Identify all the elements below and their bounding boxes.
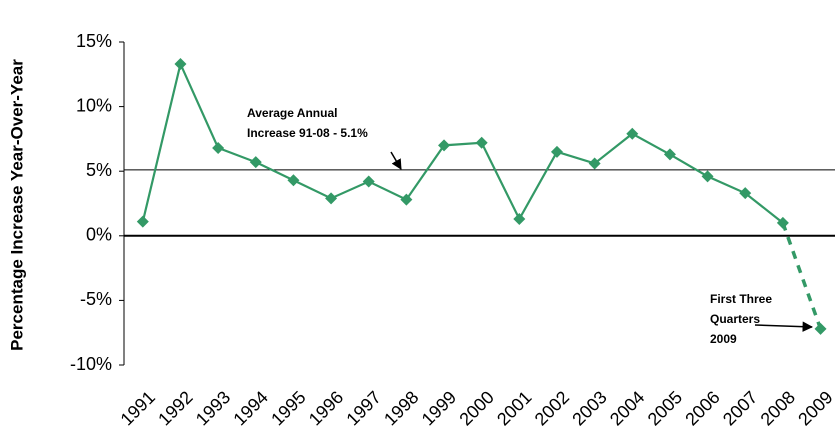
data-point: [739, 187, 752, 200]
y-tick-label: -5%: [80, 289, 112, 309]
data-point: [287, 174, 300, 187]
data-point: [325, 192, 338, 205]
annotation-arrow: [754, 321, 814, 332]
data-point: [212, 141, 225, 154]
data-point: [550, 145, 563, 158]
x-tick-label: 2005: [644, 387, 686, 429]
x-tick-label: 2009: [794, 387, 835, 429]
y-tick-label: 10%: [76, 95, 112, 115]
annotation: First Three: [710, 292, 772, 306]
x-tick-label: 1995: [267, 387, 309, 429]
data-point: [362, 175, 375, 188]
data-point: [588, 157, 601, 170]
x-tick-label: 2001: [493, 387, 535, 429]
x-tick-label: 2007: [719, 387, 761, 429]
x-tick-label: 1996: [305, 387, 347, 429]
x-tick-label: 2002: [531, 387, 573, 429]
y-tick-label: -10%: [70, 354, 112, 374]
x-tick-label: 2008: [757, 387, 799, 429]
data-point: [249, 156, 262, 169]
annotation-arrow: [390, 151, 402, 170]
x-tick-label: 1991: [117, 387, 159, 429]
data-point: [701, 170, 714, 183]
x-tick-label: 1997: [342, 387, 384, 429]
x-tick-label: 2004: [606, 387, 648, 429]
x-tick-label: 1993: [192, 387, 234, 429]
data-point: [136, 215, 149, 228]
data-point: [438, 139, 451, 152]
data-point: [400, 193, 413, 206]
data-point: [626, 127, 639, 140]
data-point: [174, 57, 187, 70]
annotation: Increase 91-08 - 5.1%: [247, 126, 368, 140]
data-line: [141, 60, 784, 224]
data-point: [513, 213, 526, 226]
data-point: [663, 148, 676, 161]
annotation: 2009: [710, 332, 737, 346]
x-tick-label: 1998: [380, 387, 422, 429]
x-tick-label: 2003: [568, 387, 610, 429]
data-point: [776, 216, 789, 229]
y-axis-label: Percentage Increase Year-Over-Year: [7, 59, 26, 351]
annotation: Average Annual: [247, 106, 337, 120]
data-point: [814, 322, 827, 335]
x-tick-label: 2000: [455, 387, 497, 429]
x-tick-label: 1994: [230, 387, 272, 429]
y-tick-label: 5%: [86, 160, 112, 180]
data-line-dashed: [781, 222, 823, 330]
data-point: [475, 136, 488, 149]
annotation: Quarters: [710, 312, 760, 326]
x-tick-label: 1992: [154, 387, 196, 429]
x-tick-label: 2006: [681, 387, 723, 429]
y-tick-label: 15%: [76, 31, 112, 51]
x-tick-label: 1999: [418, 387, 460, 429]
y-tick-label: 0%: [86, 225, 112, 245]
